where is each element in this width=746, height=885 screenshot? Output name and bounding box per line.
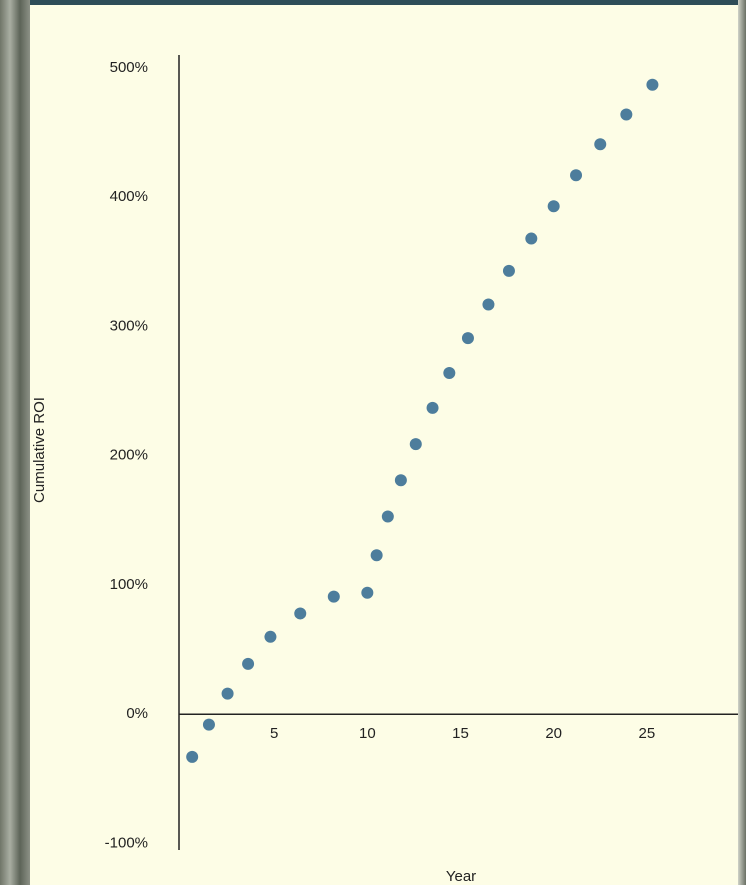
y-tick-label: -100% — [105, 835, 148, 852]
data-point — [327, 590, 340, 603]
panel-header-bar — [30, 0, 738, 5]
y-axis-label: Cumulative ROI — [31, 397, 48, 503]
data-point — [502, 264, 515, 277]
data-point — [361, 586, 374, 599]
x-tick-label: 5 — [270, 725, 278, 742]
y-tick-label: 500% — [110, 59, 148, 76]
x-tick-label: 10 — [359, 725, 376, 742]
x-tick-label: 20 — [545, 725, 562, 742]
y-tick-label: 200% — [110, 447, 148, 464]
data-point — [409, 438, 422, 451]
data-point — [443, 367, 456, 379]
data-point — [381, 510, 394, 523]
data-point — [202, 718, 215, 731]
data-point — [646, 78, 659, 91]
data-point — [594, 138, 607, 151]
data-point — [294, 607, 307, 620]
data-point — [264, 630, 277, 643]
data-point — [394, 474, 407, 487]
plot: Cumulative ROI Year -100% 0% 100% 200% 300% 4… — [31, 55, 738, 885]
data-point — [186, 750, 199, 763]
data-point — [370, 549, 383, 562]
data-point — [221, 687, 234, 700]
data-point — [461, 332, 474, 345]
data-point — [547, 200, 560, 213]
y-tick-label: 300% — [110, 317, 148, 334]
data-point — [570, 169, 583, 182]
panel — [30, 0, 738, 885]
y-tick-label: 0% — [126, 705, 148, 722]
y-tick-label: 100% — [110, 576, 148, 593]
y-tick-label: 400% — [110, 188, 148, 205]
data-point — [620, 108, 633, 121]
x-tick-label: 25 — [638, 725, 655, 742]
x-tick-label: 15 — [452, 725, 469, 742]
data-point — [426, 401, 439, 414]
data-point — [242, 657, 255, 670]
data-point — [482, 298, 495, 311]
x-axis-label: Year — [446, 868, 476, 885]
data-point — [525, 232, 538, 245]
